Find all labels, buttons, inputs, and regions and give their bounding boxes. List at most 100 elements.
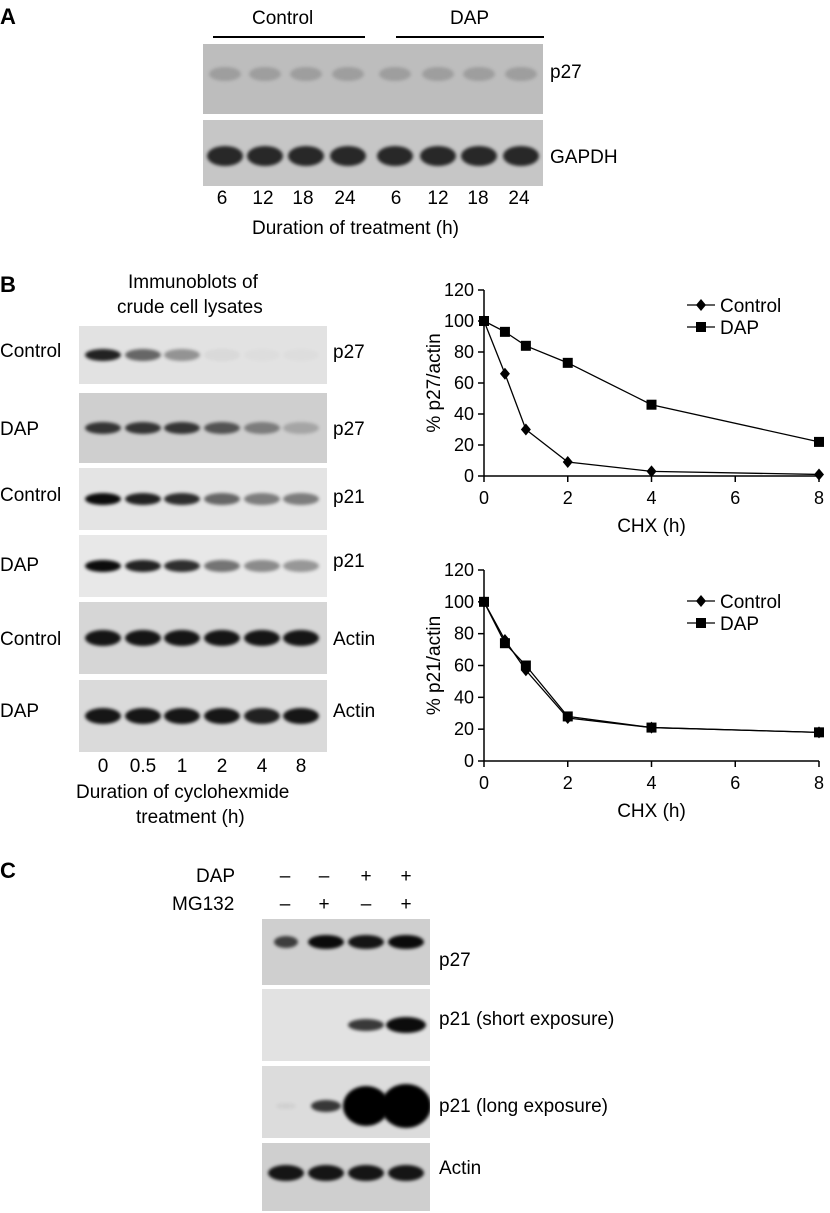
- panel-c-letter: C: [0, 858, 16, 883]
- blot-band: [244, 630, 280, 646]
- panel-c-blot: [262, 1143, 430, 1211]
- x-tick-label: 8: [814, 773, 824, 793]
- panel-c-mg132-label: MG132: [172, 894, 235, 915]
- blot-band: [274, 936, 298, 948]
- blot-band: [164, 349, 200, 361]
- blot-band: [348, 1165, 384, 1181]
- panel-b-xaxis-line1: Duration of cyclohexmide: [76, 782, 290, 803]
- lane-label: 24: [334, 188, 356, 209]
- data-point-dap: [646, 722, 657, 733]
- blot-band: [85, 349, 121, 361]
- lane-label: 0.5: [129, 756, 157, 777]
- blot-band: [283, 630, 319, 646]
- legend-marker: [696, 618, 706, 628]
- blot-band: [164, 560, 200, 572]
- panel-a-gapdh-blot: [203, 120, 543, 186]
- lane-label: 18: [292, 188, 314, 209]
- data-point-dap: [479, 596, 489, 607]
- mg132-sign: –: [279, 894, 291, 915]
- p27-band: [290, 67, 322, 81]
- lane-label: 6: [216, 188, 228, 209]
- y-tick-label: 60: [454, 373, 474, 393]
- mg132-sign: +: [400, 894, 412, 915]
- lane-label: 12: [427, 188, 449, 209]
- data-point-dap: [562, 357, 573, 368]
- p27-band: [463, 67, 495, 81]
- blot-band: [283, 422, 319, 434]
- data-point-dap: [814, 436, 824, 447]
- y-tick-label: 120: [444, 560, 474, 580]
- row-left-label: DAP: [0, 701, 40, 722]
- p27-band: [505, 67, 537, 81]
- legend-label: Control: [720, 296, 781, 317]
- panel-c-dap-label: DAP: [196, 866, 236, 887]
- dap-sign: –: [318, 866, 330, 887]
- data-point-control: [814, 468, 824, 481]
- row-right-label: p27: [333, 342, 365, 363]
- lane-label: 24: [508, 188, 530, 209]
- blot-band: [204, 493, 240, 505]
- panel-c-blot-label: p27: [439, 950, 471, 971]
- gapdh-band: [247, 146, 283, 166]
- blot-band: [164, 422, 200, 434]
- blot-band: [244, 349, 280, 361]
- row-right-label: Actin: [333, 629, 376, 650]
- blot-band: [85, 708, 121, 724]
- panel-a-group-dap: DAP: [450, 8, 490, 29]
- blot-band: [283, 708, 319, 724]
- legend-marker: [696, 299, 706, 311]
- data-point-dap: [562, 711, 573, 722]
- gapdh-band: [288, 146, 324, 166]
- x-axis-title: CHX (h): [617, 516, 686, 537]
- mg132-sign: –: [360, 894, 372, 915]
- blot-band: [308, 935, 344, 949]
- y-tick-label: 40: [454, 687, 474, 707]
- series-line-dap: [483, 601, 820, 733]
- x-tick-label: 2: [563, 773, 573, 793]
- blot-band: [204, 630, 240, 646]
- data-point-dap: [646, 399, 657, 410]
- p27-band: [332, 67, 364, 81]
- p27-band: [379, 67, 411, 81]
- panel-a-group-control: Control: [252, 8, 314, 29]
- x-tick-label: 8: [814, 488, 824, 508]
- blot-band: [311, 1100, 341, 1112]
- legend-label: Control: [720, 592, 781, 613]
- x-tick-label: 0: [479, 488, 489, 508]
- row-left-label: Control: [0, 485, 62, 506]
- panel-b-letter: B: [0, 272, 16, 297]
- blot-band: [308, 1165, 344, 1181]
- data-point-control: [562, 456, 573, 469]
- panel-c-blot: [262, 989, 430, 1061]
- data-point-dap: [499, 326, 510, 337]
- lane-label: 12: [252, 188, 274, 209]
- panel-b-blot: [79, 535, 327, 597]
- blot-band: [125, 493, 161, 505]
- panel-c-blot: [262, 919, 430, 985]
- row-left-label: Control: [0, 341, 62, 362]
- legend-marker: [696, 322, 706, 332]
- panel-c-blot-label: p21 (short exposure): [439, 1009, 615, 1030]
- y-tick-label: 100: [444, 592, 474, 612]
- p27-band: [249, 67, 281, 81]
- blot-band: [164, 493, 200, 505]
- data-point-dap: [499, 638, 510, 649]
- panel-b-title-line2: crude cell lysates: [117, 297, 263, 318]
- y-tick-label: 0: [464, 751, 474, 771]
- blot-band: [276, 1103, 296, 1109]
- data-point-dap: [520, 340, 531, 351]
- panel-b-blot: [79, 393, 327, 463]
- blot-band: [283, 349, 319, 361]
- blot-band: [348, 1019, 384, 1031]
- x-tick-label: 4: [646, 773, 656, 793]
- blot-band: [204, 708, 240, 724]
- row-left-label: DAP: [0, 419, 40, 440]
- x-tick-label: 6: [730, 488, 740, 508]
- dap-sign: +: [400, 866, 412, 887]
- panel-a-p27-label: p27: [550, 62, 582, 83]
- y-tick-label: 20: [454, 719, 474, 739]
- data-point-dap: [520, 660, 531, 671]
- gapdh-band: [377, 146, 413, 166]
- y-axis-title: % p27/actin: [424, 333, 445, 432]
- gapdh-band: [207, 146, 243, 166]
